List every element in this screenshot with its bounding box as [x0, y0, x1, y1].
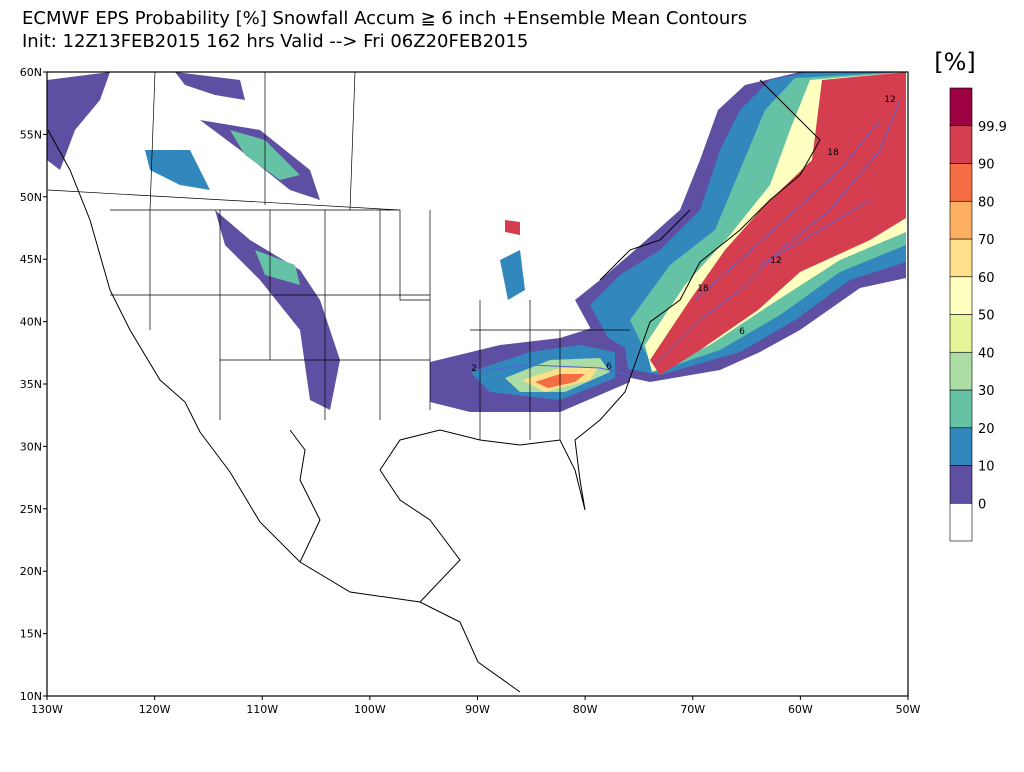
x-tick-label: 130W [31, 703, 63, 716]
colorbar-swatch [949, 351, 973, 391]
shade [145, 150, 210, 190]
y-tick-label: 25N [20, 503, 42, 516]
x-tick-label: 60W [788, 703, 813, 716]
contour-label: 18 [827, 148, 839, 158]
y-tick-label: 35N [20, 378, 42, 391]
shade [175, 72, 245, 100]
colorbar-swatch [949, 465, 973, 504]
colorbar: 0 10 20 30 40 50 60 70 80 90 99.9 [949, 87, 1007, 542]
y-tick-label: 15N [20, 628, 42, 641]
colorbar-swatch [949, 389, 973, 429]
x-tick-label: 80W [573, 703, 598, 716]
title: ECMWF EPS Probability [%] Snowfall Accum… [22, 8, 747, 29]
colorbar-swatch [949, 163, 973, 202]
y-tick-label: 50N [20, 191, 42, 204]
contour-label: 6 [606, 362, 612, 372]
colorbar-label: 10 [978, 460, 995, 475]
coastline [47, 79, 821, 693]
x-tick-label: 120W [139, 703, 171, 716]
x-tick-label: 110W [246, 703, 278, 716]
colorbar-label: 60 [978, 271, 995, 286]
colorbar-swatch [949, 238, 973, 278]
y-tick-label: 55N [20, 128, 42, 141]
y-tick-label: 60N [20, 66, 42, 79]
colorbar-swatch [949, 200, 973, 240]
contour-label: 2 [471, 364, 477, 374]
colorbar-label: 99.9 [978, 120, 1007, 135]
colorbar-label: 30 [978, 384, 995, 399]
colorbar-label: 20 [978, 422, 995, 437]
y-tick-label: 45N [20, 253, 42, 266]
colorbar-swatch [949, 125, 973, 164]
contour-label: 6 [739, 327, 745, 337]
contour [694, 119, 881, 301]
x-tick-label: 90W [465, 703, 490, 716]
border [47, 71, 630, 440]
colorbar-swatch [949, 87, 973, 127]
colorbar-swatch [949, 502, 973, 542]
colorbar-label: 40 [978, 346, 995, 361]
axes: 130W 120W 110W 100W 90W 80W 70W 60W 50W 10N 15N 20N… [20, 66, 921, 716]
shade [650, 72, 906, 375]
contour [469, 99, 901, 376]
colorbar-swatch [949, 276, 973, 315]
x-tick-label: 100W [354, 703, 386, 716]
y-tick-label: 10N [20, 690, 42, 703]
shade [255, 250, 300, 285]
colorbar-label: 0 [978, 497, 986, 512]
x-tick-label: 70W [680, 703, 705, 716]
colorbar-swatch [949, 314, 973, 353]
contour-label: 18 [697, 284, 709, 294]
x-tick-label: 50W [896, 703, 921, 716]
map-area [46, 71, 909, 697]
colorbar-unit: [%] [934, 48, 976, 76]
y-tick-label: 20N [20, 565, 42, 578]
colorbar-label: 70 [978, 233, 995, 248]
subtitle: Init: 12Z13FEB2015 162 hrs Valid --> Fri… [22, 31, 528, 52]
colorbar-swatch [949, 427, 973, 466]
contour-labels: 12 18 12 18 6 6 2 [471, 95, 896, 374]
colorbar-label: 90 [978, 158, 995, 173]
contour-label: 12 [770, 256, 781, 266]
colorbar-label: 80 [978, 195, 995, 210]
shade [500, 250, 525, 300]
y-tick-label: 30N [20, 440, 42, 453]
shade [215, 210, 340, 410]
colorbar-label: 50 [978, 309, 995, 324]
shade [505, 220, 520, 235]
y-tick-label: 40N [20, 316, 42, 329]
shade [47, 72, 110, 170]
contour-label: 12 [884, 95, 895, 105]
